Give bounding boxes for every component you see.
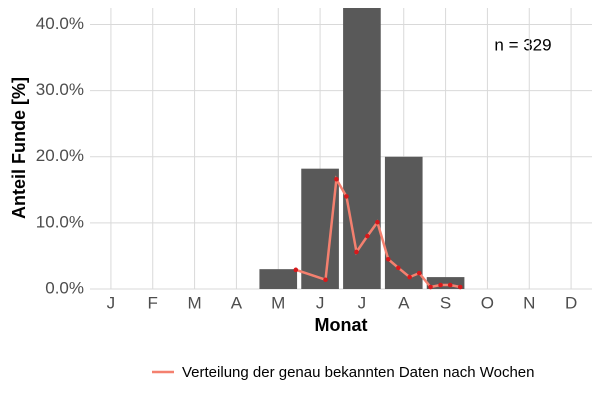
line-point	[447, 282, 453, 288]
line-point	[385, 256, 391, 262]
line-point	[416, 270, 422, 276]
y-tick-label: 20.0%	[36, 146, 84, 165]
x-tick-label: M	[271, 293, 285, 312]
legend-label: Verteilung der genau bekannten Daten nac…	[182, 364, 535, 381]
line-point	[334, 176, 339, 182]
bar	[259, 269, 298, 289]
bar	[343, 8, 381, 289]
y-tick-label: 10.0%	[36, 212, 84, 231]
y-axis-label: Anteil Funde [%]	[9, 77, 29, 219]
x-tick-label: M	[187, 293, 201, 312]
annotation: n = 329	[494, 35, 551, 54]
line-point	[457, 284, 463, 290]
line-point	[344, 194, 349, 199]
bar	[384, 156, 423, 289]
line-point	[438, 282, 443, 288]
y-tick-label: 40.0%	[36, 14, 84, 33]
line-point	[396, 265, 401, 271]
line-point	[354, 249, 359, 255]
x-tick-label: F	[148, 293, 158, 312]
y-tick-label: 0.0%	[45, 278, 84, 297]
y-tick-label: 30.0%	[36, 80, 84, 99]
line-point	[293, 267, 299, 273]
x-tick-label: D	[565, 293, 577, 312]
x-tick-label: J	[316, 293, 325, 312]
line-point	[407, 274, 412, 280]
line-point	[428, 284, 433, 290]
line-point	[323, 277, 328, 283]
bar	[301, 168, 339, 289]
x-tick-label: A	[231, 293, 243, 312]
bar	[426, 277, 465, 289]
x-tick-label: O	[481, 293, 494, 312]
line-point	[375, 219, 380, 225]
x-tick-label: J	[358, 293, 367, 312]
x-tick-label: N	[523, 293, 535, 312]
x-axis-label: Monat	[315, 315, 368, 335]
x-tick-label: J	[107, 293, 116, 312]
x-tick-label: A	[398, 293, 410, 312]
x-tick-label: S	[440, 293, 451, 312]
line-point	[365, 233, 370, 239]
